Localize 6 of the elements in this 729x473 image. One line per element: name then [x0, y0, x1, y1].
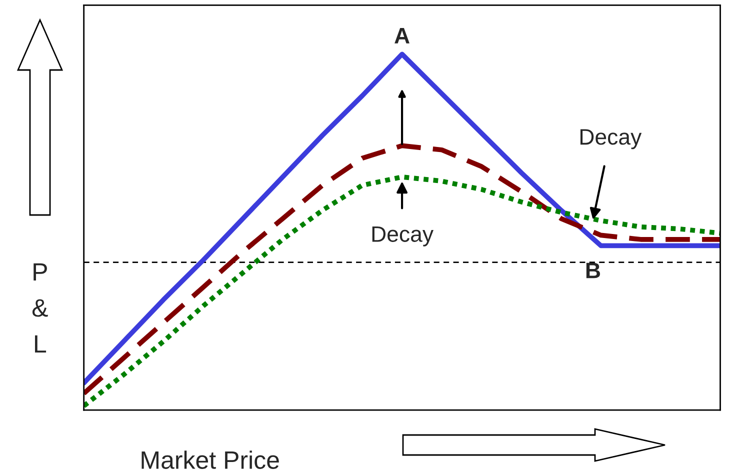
y-axis-title: P & L [32, 263, 48, 353]
text: A [394, 28, 410, 44]
annotation: Decay [372, 226, 434, 246]
annotation: B [586, 262, 600, 278]
x-axis-title: Market Price [142, 450, 279, 469]
annotation: Decay [580, 129, 642, 150]
